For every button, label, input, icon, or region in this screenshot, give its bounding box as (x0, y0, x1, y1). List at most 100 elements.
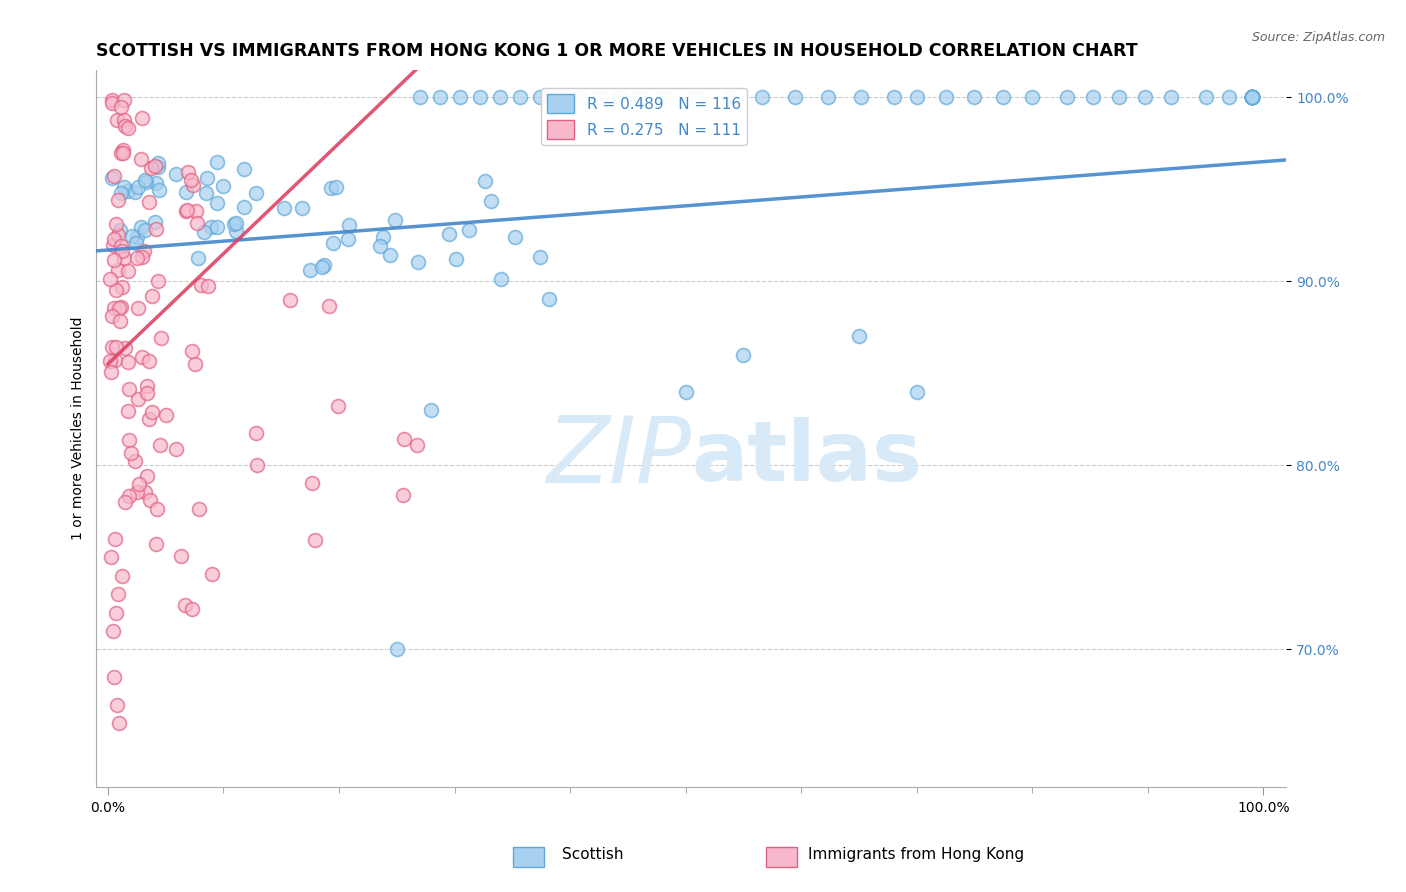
Point (537, 293, 560, 307)
Point (1240, 90, 1263, 104)
Point (170, 549, 193, 563)
Point (449, 90, 471, 104)
Point (111, 568, 134, 582)
Point (107, 227, 129, 242)
Point (337, 218, 360, 232)
Point (233, 162, 256, 177)
Point (134, 173, 156, 187)
Point (180, 602, 202, 616)
Point (717, 90, 740, 104)
Point (197, 278, 219, 293)
Point (384, 213, 406, 227)
Point (105, 698, 128, 712)
Point (245, 186, 267, 200)
Point (136, 469, 159, 483)
Text: ZIP: ZIP (547, 412, 692, 502)
Point (136, 386, 159, 401)
Point (1240, 90, 1263, 104)
Point (420, 403, 443, 417)
Point (120, 446, 142, 460)
Point (181, 344, 204, 359)
Point (103, 301, 125, 315)
Point (104, 353, 127, 368)
Point (148, 156, 170, 170)
Point (101, 624, 124, 638)
Point (105, 218, 128, 232)
Point (110, 100, 132, 114)
Point (336, 232, 359, 246)
Point (222, 217, 245, 231)
Point (155, 408, 177, 422)
Point (101, 93, 124, 107)
Point (117, 264, 139, 278)
Point (491, 272, 513, 286)
Point (141, 289, 163, 303)
Point (117, 121, 139, 136)
Point (100, 550, 122, 565)
Point (105, 339, 128, 353)
Point (131, 250, 153, 264)
Point (205, 219, 228, 234)
Point (104, 606, 127, 620)
Point (439, 227, 461, 241)
Point (1133, 90, 1156, 104)
Point (146, 501, 169, 516)
Point (548, 90, 571, 104)
Point (118, 433, 141, 447)
Point (101, 170, 124, 185)
Point (127, 392, 149, 406)
Point (212, 178, 235, 193)
Point (111, 244, 134, 258)
Point (145, 176, 167, 190)
Point (1240, 90, 1263, 104)
Point (200, 219, 222, 234)
Point (849, 90, 872, 104)
Point (406, 254, 429, 268)
Point (685, 90, 707, 104)
Point (134, 485, 156, 500)
Point (609, 90, 631, 104)
Point (134, 244, 156, 258)
Point (112, 112, 135, 127)
Point (326, 399, 349, 413)
Point (174, 204, 197, 219)
Point (128, 477, 150, 491)
Point (124, 235, 146, 250)
Point (1240, 90, 1263, 104)
Point (278, 293, 301, 308)
Point (135, 379, 157, 393)
Point (110, 239, 132, 253)
Point (651, 90, 673, 104)
Point (245, 426, 267, 441)
Text: Source: ZipAtlas.com: Source: ZipAtlas.com (1251, 31, 1385, 45)
Point (488, 90, 510, 104)
Point (319, 181, 342, 195)
Point (905, 384, 928, 399)
Point (129, 219, 152, 234)
Point (100, 340, 122, 354)
Point (322, 236, 344, 251)
Point (1240, 90, 1263, 104)
Point (409, 90, 432, 104)
Point (468, 90, 491, 104)
Point (141, 405, 163, 419)
Point (1108, 90, 1130, 104)
Point (1240, 90, 1263, 104)
Point (301, 475, 323, 490)
Point (290, 201, 312, 215)
Point (103, 670, 125, 684)
Point (110, 186, 132, 201)
Point (628, 90, 651, 104)
Point (193, 225, 215, 239)
Text: SCOTTISH VS IMMIGRANTS FROM HONG KONG 1 OR MORE VEHICLES IN HOUSEHOLD CORRELATIO: SCOTTISH VS IMMIGRANTS FROM HONG KONG 1 … (97, 42, 1137, 60)
Point (378, 248, 401, 262)
Point (114, 495, 136, 509)
Point (101, 95, 124, 110)
Point (139, 161, 162, 175)
Point (479, 194, 502, 208)
Point (131, 351, 153, 365)
Point (503, 230, 526, 244)
Point (1240, 90, 1263, 104)
Text: Immigrants from Hong Kong: Immigrants from Hong Kong (808, 847, 1025, 862)
Point (733, 348, 755, 362)
